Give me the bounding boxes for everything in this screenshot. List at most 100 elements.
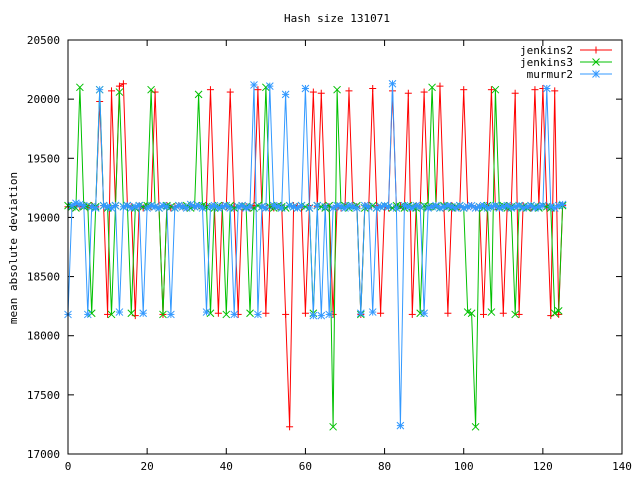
plot-frame — [67, 39, 623, 455]
data-point — [551, 87, 559, 95]
data-point — [151, 88, 159, 96]
data-point — [384, 202, 393, 211]
data-point — [282, 310, 290, 318]
data-point — [91, 204, 100, 212]
data-point — [317, 89, 325, 97]
chart-title: Hash size 131071 — [284, 12, 390, 25]
data-point — [115, 88, 124, 96]
data-point — [487, 308, 496, 316]
data-point — [444, 309, 452, 317]
data-point — [369, 84, 377, 92]
data-point — [531, 86, 539, 94]
y-tick-label: 19500 — [27, 152, 60, 165]
x-tick-label: 140 — [612, 460, 632, 473]
y-tick-label: 20000 — [27, 93, 60, 106]
data-point — [408, 310, 416, 318]
data-point — [329, 204, 337, 212]
data-point — [356, 309, 365, 318]
legend-label: jenkins2 — [520, 44, 573, 57]
data-point — [345, 87, 353, 95]
data-point — [487, 86, 495, 94]
x-tick-label: 60 — [299, 460, 312, 473]
data-point — [127, 309, 136, 318]
data-point — [388, 79, 397, 88]
data-point — [400, 201, 409, 210]
data-point — [277, 204, 286, 212]
data-point — [364, 202, 373, 211]
data-point — [471, 422, 480, 431]
data-point — [111, 201, 120, 210]
data-point — [592, 70, 600, 78]
data-point — [499, 309, 507, 317]
data-point — [159, 310, 167, 319]
data-point — [135, 201, 144, 210]
data-point — [286, 423, 294, 431]
data-point — [301, 84, 310, 93]
data-point — [325, 310, 334, 319]
legend-item: jenkins3 — [520, 56, 612, 69]
y-tick-label: 20500 — [27, 34, 60, 47]
data-point — [547, 312, 555, 320]
data-point — [83, 310, 92, 319]
data-point — [198, 204, 207, 212]
data-point — [480, 310, 487, 318]
y-tick-label: 19000 — [27, 211, 60, 224]
data-point — [467, 309, 476, 318]
data-point — [511, 89, 519, 97]
data-point — [254, 86, 262, 94]
data-point — [250, 81, 258, 89]
data-point — [436, 82, 444, 90]
axes: 17000 17500 18000 18500 19000 19500 20000 20500… — [27, 34, 632, 473]
data-point — [333, 85, 341, 94]
x-tick-label: 0 — [65, 460, 72, 473]
x-tick-label: 20 — [141, 460, 154, 473]
legend-label: murmur2 — [527, 68, 573, 81]
data-point — [265, 82, 274, 90]
data-point — [368, 308, 377, 316]
data-point — [542, 84, 551, 93]
series-layer — [64, 79, 567, 431]
data-point — [539, 201, 547, 210]
legend-label: jenkins3 — [520, 56, 573, 69]
data-point — [396, 421, 405, 430]
data-point — [79, 201, 88, 210]
data-point — [321, 202, 330, 211]
data-point — [222, 310, 231, 319]
data-point — [95, 85, 104, 94]
data-point — [107, 310, 116, 319]
data-point — [511, 310, 520, 319]
data-point — [592, 58, 600, 66]
data-point — [202, 308, 211, 316]
data-point — [115, 308, 124, 316]
data-point — [309, 311, 318, 320]
data-point — [167, 310, 175, 319]
x-tick-label: 40 — [220, 460, 233, 473]
legend-item: murmur2 — [527, 68, 612, 81]
data-point — [246, 309, 254, 318]
data-point — [115, 82, 123, 90]
data-point — [491, 85, 500, 94]
y-tick-label: 18500 — [27, 271, 60, 284]
data-point — [246, 202, 254, 211]
data-point — [281, 90, 290, 99]
data-point — [408, 204, 417, 212]
data-point — [420, 309, 428, 318]
data-point — [262, 309, 270, 317]
data-point — [515, 310, 523, 318]
data-point — [428, 83, 436, 92]
data-point — [108, 87, 116, 95]
data-point — [460, 86, 468, 94]
data-point — [392, 204, 401, 212]
y-tick-label: 17000 — [27, 448, 60, 461]
data-point — [155, 204, 163, 212]
data-point — [558, 200, 567, 209]
data-point — [226, 204, 235, 212]
data-point — [329, 422, 337, 431]
data-point — [76, 83, 84, 92]
data-point — [194, 90, 203, 99]
data-point — [317, 311, 326, 320]
data-point — [226, 88, 234, 96]
